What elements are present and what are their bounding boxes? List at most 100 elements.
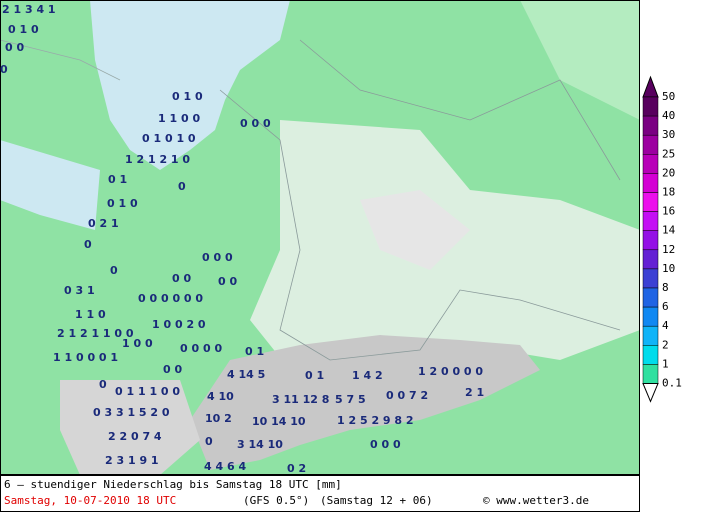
legend-swatch xyxy=(642,364,659,384)
legend-label: 0.1 xyxy=(662,377,682,390)
precip-label: 1 0 0 2 0 xyxy=(152,318,206,331)
precip-label: 0 xyxy=(0,63,8,76)
precip-label: 0 3 1 xyxy=(64,284,95,297)
legend-swatch xyxy=(642,96,659,117)
legend-swatch xyxy=(642,230,659,251)
precip-label: 0 0 0 xyxy=(370,438,401,451)
legend-swatch xyxy=(642,345,659,365)
precip-label: 1 2 0 0 0 0 xyxy=(418,365,483,378)
precip-label: 1 1 0 0 xyxy=(158,112,200,125)
precip-label: 2 1 xyxy=(465,386,484,399)
precip-label: 0 1 1 1 0 0 xyxy=(115,385,180,398)
footer xyxy=(0,475,640,512)
precip-label: 3 11 12 8 xyxy=(272,393,329,406)
legend-swatch xyxy=(642,115,659,136)
footer-model: (GFS 0.5°) xyxy=(243,494,309,507)
precip-label: 0 0 0 0 0 0 xyxy=(138,292,203,305)
precip-label: 0 xyxy=(84,238,92,251)
land-light xyxy=(520,0,640,120)
precip-label: 0 xyxy=(178,180,186,193)
precip-label: 1 4 2 xyxy=(352,369,383,382)
precip-label: 0 0 0 xyxy=(240,117,271,130)
legend-arrow-bottom xyxy=(642,383,659,403)
precip-label: 3 14 10 xyxy=(237,438,283,451)
legend-label: 50 xyxy=(662,90,675,103)
precip-label: 0 1 0 1 0 xyxy=(142,132,196,145)
legend-label: 25 xyxy=(662,147,675,160)
legend-swatch xyxy=(642,325,659,346)
precip-label: 0 2 1 xyxy=(88,217,119,230)
legend-label: 14 xyxy=(662,224,676,237)
channel xyxy=(0,140,100,230)
precip-label: 1 1 0 0 0 1 xyxy=(53,351,118,364)
precip-label: 4 10 xyxy=(207,390,234,403)
precip-label: 2 1 2 1 1 0 0 xyxy=(57,327,134,340)
legend-label: 8 xyxy=(662,281,669,294)
precip-label: 0 1 xyxy=(305,369,324,382)
legend-label: 4 xyxy=(662,319,669,332)
legend-swatch xyxy=(642,192,659,212)
legend-label: 40 xyxy=(662,109,675,122)
precip-label: 10 2 xyxy=(205,412,232,425)
bohemia xyxy=(360,190,470,270)
precip-label: 0 1 0 xyxy=(8,23,39,36)
legend-label: 18 xyxy=(662,186,675,199)
precip-label: 0 1 0 xyxy=(107,197,138,210)
precip-label: 0 xyxy=(110,264,118,277)
massif xyxy=(60,380,200,475)
precip-label: 0 0 xyxy=(163,363,182,376)
footer-run: (Samstag 12 + 06) xyxy=(320,494,433,507)
legend-label: 6 xyxy=(662,300,669,313)
precip-label: 0 0 0 xyxy=(202,251,233,264)
precip-label: 10 14 10 xyxy=(252,415,306,428)
map: 2 1 3 4 1 0 1 0 0 0 0 0 1 0 1 1 0 0 0 0 0 0 1 0… xyxy=(0,0,640,475)
precip-label: 0 xyxy=(205,435,213,448)
precip-label: 1 0 0 xyxy=(122,337,153,350)
precip-label: 0 1 xyxy=(108,173,127,186)
legend-label: 1 xyxy=(662,357,669,370)
legend-swatch xyxy=(642,173,659,193)
footer-source: © www.wetter3.de xyxy=(483,494,589,507)
precip-labels: 2 1 3 4 1 0 1 0 0 0 0 0 1 0 1 1 0 0 0 0 0 0 1 0… xyxy=(0,3,484,475)
border xyxy=(219,89,621,361)
legend-label: 12 xyxy=(662,243,675,256)
precip-label: 0 1 0 xyxy=(172,90,203,103)
precip-label: 0 xyxy=(99,378,107,391)
legend-swatch xyxy=(642,306,659,327)
legend-label: 20 xyxy=(662,166,675,179)
legend-label: 10 xyxy=(662,262,675,275)
footer-date: Samstag, 10-07-2010 18 UTC xyxy=(4,494,176,507)
north-sea xyxy=(90,0,290,170)
precip-label: 0 3 3 1 5 2 0 xyxy=(93,406,170,419)
legend-label: 2 xyxy=(662,338,669,351)
precip-label: 2 3 1 9 1 xyxy=(105,454,159,467)
legend-swatch xyxy=(642,268,659,289)
precip-label: 0 1 xyxy=(245,345,264,358)
legend: 50 40 30 25 20 18 16 14 12 10 8 6 4 2 1 0.1 xyxy=(642,75,682,403)
legend-swatch xyxy=(642,249,659,270)
precip-label: 5 7 5 xyxy=(335,393,366,406)
precip-label: 0 2 xyxy=(287,462,306,475)
legend-swatch xyxy=(642,134,659,155)
precip-label: 1 2 5 2 9 8 2 xyxy=(337,414,414,427)
precip-label: 0 0 xyxy=(218,275,237,288)
border xyxy=(299,39,621,181)
precip-label: 0 0 xyxy=(172,272,191,285)
precip-label: 0 0 xyxy=(5,41,24,54)
precip-label: 1 2 1 2 1 0 xyxy=(125,153,190,166)
map-frame xyxy=(0,0,640,475)
precip-label: 0 0 7 2 xyxy=(386,389,428,402)
legend-label: 30 xyxy=(662,128,675,141)
legend-swatch xyxy=(642,211,659,231)
precip-label: 2 2 0 7 4 xyxy=(108,430,162,443)
border xyxy=(0,39,121,81)
footer-title: 6 — stuendiger Niederschlag bis Samstag … xyxy=(4,478,342,491)
precip-label: 0 0 0 0 xyxy=(180,342,222,355)
legend-swatch xyxy=(642,287,659,308)
precip-label: 4 4 6 4 xyxy=(204,460,246,473)
precip-label: 4 14 5 xyxy=(227,368,265,381)
precip-label: 1 1 0 xyxy=(75,308,106,321)
legend-swatch xyxy=(642,154,659,174)
